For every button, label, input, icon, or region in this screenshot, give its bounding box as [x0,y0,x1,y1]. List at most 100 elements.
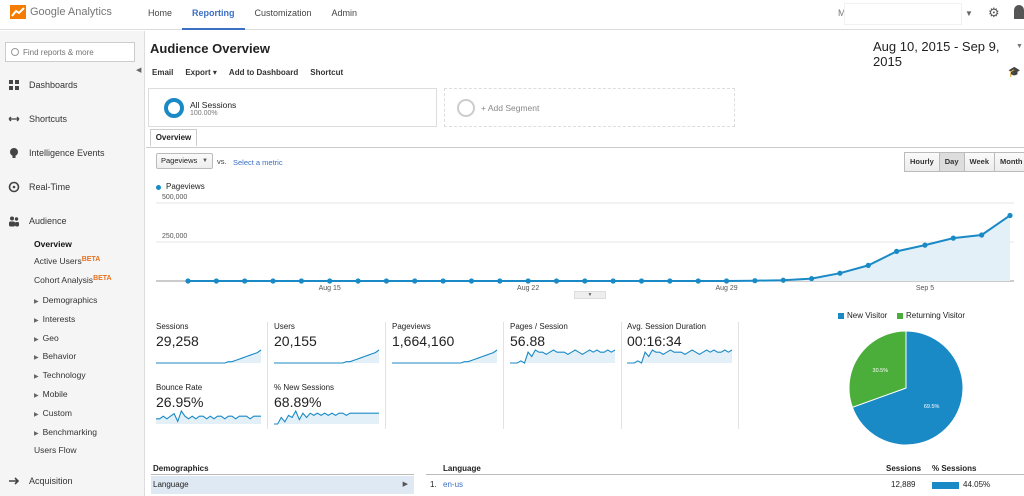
data-point [383,278,390,284]
add-to-dashboard-button[interactable]: Add to Dashboard [228,68,299,77]
language-link[interactable]: en-us [443,480,464,489]
collapse-sidebar-icon[interactable]: ◀ [136,67,142,74]
kpi-tile[interactable]: Pages / Session 56.88 [510,322,623,374]
sidebar-item-intelligence-events[interactable]: Intelligence Events [8,147,105,159]
audience-people-icon [9,216,19,227]
kpi-value: 56.88 [510,333,546,349]
sidebar-sub-mobile[interactable]: ▶ Mobile [34,389,68,399]
add-segment-button[interactable]: + Add Segment [444,88,735,127]
data-point [752,278,758,284]
data-point [185,278,191,284]
metric-dropdown[interactable]: Pageviews ▼ [156,153,213,169]
kpi-tile[interactable]: Avg. Session Duration 00:16:34 [627,322,740,374]
data-point [950,235,956,241]
row-sessions: 12,889 [891,480,916,489]
sidebar-item-shortcuts[interactable]: Shortcuts [8,113,67,125]
demographics-language-row[interactable]: Language ▶ [151,476,414,494]
kpi-tile[interactable]: Sessions 29,258 [156,322,269,374]
report-toolbar: Email Export ▾ Add to Dashboard Shortcut [152,68,343,77]
report-search[interactable] [5,42,135,62]
pie-slice [848,330,907,408]
empty-segment-ring-icon [457,99,475,117]
kpi-tile[interactable]: Users 20,155 [274,322,387,374]
sidebar-item-real-time[interactable]: Real-Time [8,181,70,193]
kpi-divider [503,322,504,429]
kpi-divider [738,322,739,429]
visitor-pie-chart: 69.5% 30.5% [848,330,964,446]
account-selector[interactable] [844,3,962,25]
nav-home[interactable]: Home [148,8,173,18]
sidebar-sub-demographics[interactable]: ▶ Demographics [34,295,98,305]
sidebar-sub-benchmarking[interactable]: ▶ Benchmarking [34,427,97,437]
nav-reporting[interactable]: Reporting [182,0,245,30]
data-point [355,278,361,284]
date-range-picker[interactable]: Aug 10, 2015 - Sep 9, 2015 [873,39,1000,69]
segment-all-sessions[interactable]: All Sessions 100.00% [148,88,437,127]
sidebar-item-dashboards[interactable]: Dashboards [8,79,78,91]
sidebar-sub-interests[interactable]: ▶ Interests [34,314,76,324]
pct-sessions-heading: % Sessions [932,464,977,473]
sidebar-sub-custom[interactable]: ▶ Custom [34,408,72,418]
sidebar-sub-active-users[interactable]: Active UsersBETA [34,256,101,266]
x-tick-label: Aug 15 [319,285,341,292]
kpi-value: 29,258 [156,333,199,349]
data-point [695,278,701,284]
expand-triangle-icon: ▶ [34,431,39,437]
month-button[interactable]: Month [994,152,1024,172]
sessions-heading: Sessions [886,464,922,473]
hourly-button[interactable]: Hourly [904,152,940,172]
kpi-sparkline [274,349,380,364]
kpi-label: Users [274,322,295,331]
gear-icon[interactable]: ⚙ [988,5,1000,20]
legend-swatch [838,312,844,319]
kpi-label: Pageviews [392,322,431,331]
kpi-sparkline [510,349,616,364]
shortcut-button[interactable]: Shortcut [310,68,344,77]
kpi-sparkline [392,349,498,364]
notifications-bell-icon[interactable] [1014,5,1024,19]
segment-percentage: 100.00% [190,110,218,117]
search-icon [11,48,19,56]
x-tick-label: Aug 29 [715,285,737,292]
sidebar-sub-overview[interactable]: Overview [34,239,72,249]
sidebar-item-acquisition[interactable]: Acquisition [8,475,73,487]
google-analytics-logo[interactable]: Google Analytics [10,5,112,19]
acquisition-arrow-icon [9,477,20,485]
legend-swatch [897,312,903,319]
data-point [298,278,304,284]
sidebar-item-audience[interactable]: Audience [8,215,67,227]
chart-resize-handle[interactable]: ▼ [574,291,606,299]
data-point [780,277,786,283]
search-input[interactable] [23,47,123,57]
main-nav: Home Reporting Customization Admin [138,0,367,30]
add-segment-label: + Add Segment [481,103,540,113]
y-tick-label: 500,000 [162,194,187,201]
sidebar-sub-geo[interactable]: ▶ Geo [34,333,59,343]
data-point [468,278,475,284]
kpi-sparkline [274,409,379,425]
kpi-tile[interactable]: Pageviews 1,664,160 [392,322,505,374]
nav-admin[interactable]: Admin [331,8,358,18]
sidebar-sub-behavior[interactable]: ▶ Behavior [34,351,77,361]
graduation-cap-icon[interactable]: 🎓 [1008,67,1021,78]
sidebar-sub-technology[interactable]: ▶ Technology [34,370,86,380]
email-button[interactable]: Email [152,68,174,77]
data-point [865,262,871,268]
sidebar-sub-cohort-analysis[interactable]: Cohort AnalysisBETA [34,275,112,285]
data-point [553,278,560,284]
sidebar-sub-users-flow[interactable]: Users Flow [34,445,77,455]
language-divider [426,474,1024,475]
export-button[interactable]: Export ▾ [185,68,217,77]
week-button[interactable]: Week [963,152,995,172]
nav-customization[interactable]: Customization [254,8,312,18]
kpi-tile[interactable]: Bounce Rate 26.95% [156,383,269,435]
tab-overview[interactable]: Overview [150,129,197,147]
date-range-caret-icon[interactable]: ▼ [1016,43,1023,50]
day-button[interactable]: Day [938,152,965,172]
expand-triangle-icon: ▶ [34,337,39,343]
pie-legend-new-visitor: New Visitor [838,311,887,320]
kpi-tile[interactable]: % New Sessions 68.89% [274,383,387,435]
account-caret-icon[interactable]: ▼ [965,9,973,18]
pageviews-line [188,214,1011,282]
select-metric-link[interactable]: Select a metric [233,158,283,167]
